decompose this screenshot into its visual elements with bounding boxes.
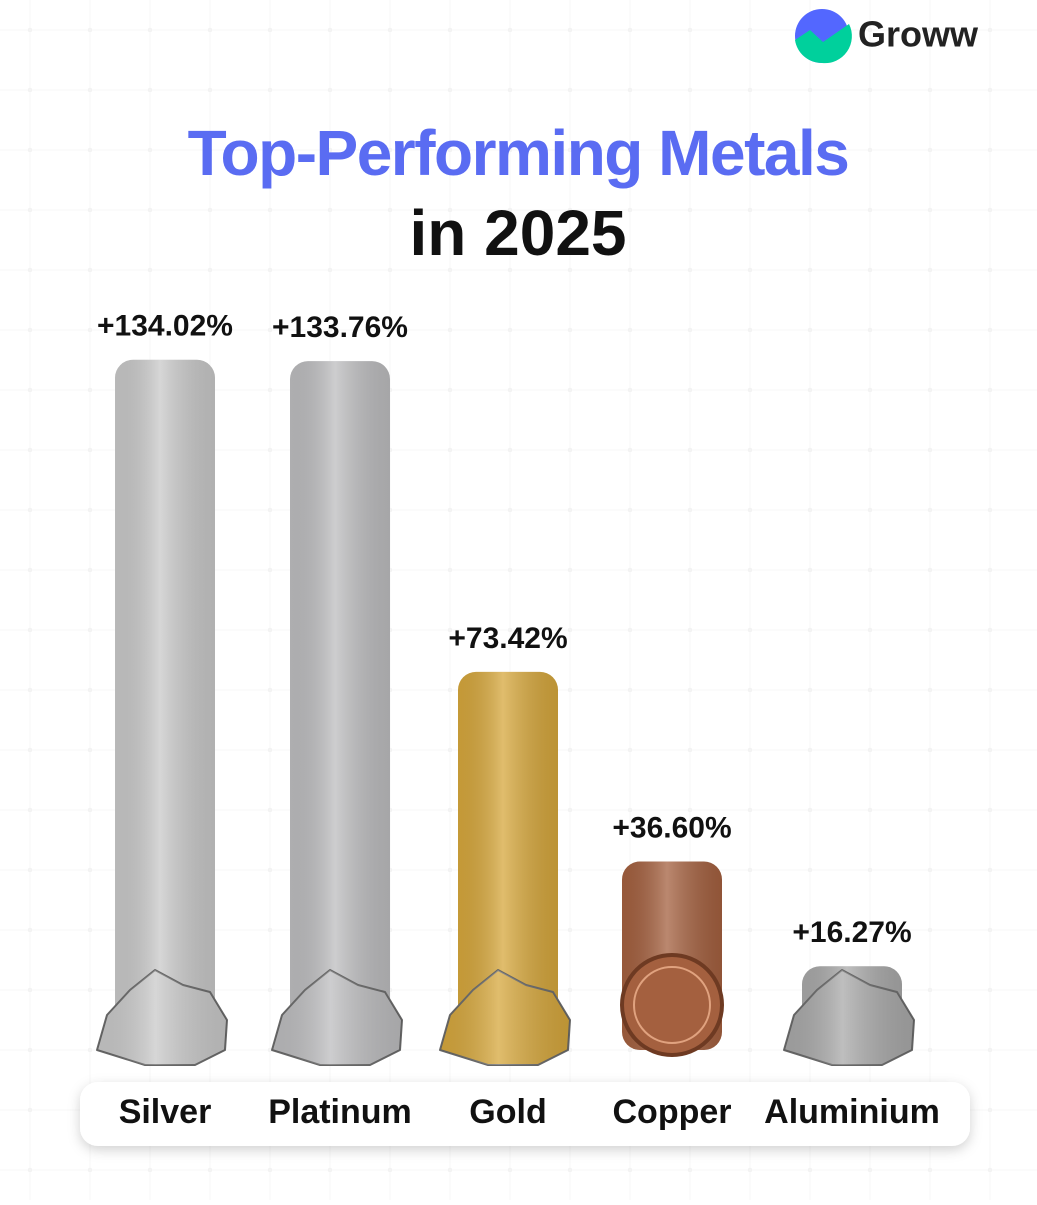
chart-title: Top-Performing Metals [188,117,849,189]
value-label: +134.02% [97,310,233,343]
category-label: Aluminium [764,1093,940,1131]
value-label: +16.27% [792,916,911,949]
nugget-highlight [440,970,570,1065]
bar-shine [290,361,390,1050]
chart-subtitle: in 2025 [409,197,626,269]
category-label: Gold [469,1093,546,1131]
category-label: Silver [119,1093,212,1131]
value-label: +36.60% [612,811,731,844]
coin [620,953,724,1057]
category-label: Copper [613,1093,732,1131]
category-pill [80,1082,970,1146]
nugget-highlight [97,970,227,1065]
category-label: Platinum [268,1093,412,1131]
nugget-highlight [784,970,914,1065]
brand-name: Groww [858,14,979,55]
bar-shine [115,359,215,1050]
brand-logo [795,9,852,64]
coin-inner [633,966,711,1044]
nugget-highlight [272,970,402,1065]
value-label: +133.76% [272,311,408,344]
value-label: +73.42% [448,622,567,655]
bar-shine [458,671,558,1050]
